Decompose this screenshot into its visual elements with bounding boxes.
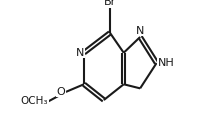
Text: N: N: [136, 26, 144, 36]
Text: OCH₃: OCH₃: [21, 96, 48, 106]
Text: Br: Br: [104, 0, 116, 7]
Text: NH: NH: [158, 58, 175, 68]
Text: O: O: [57, 87, 66, 97]
Text: N: N: [76, 48, 84, 58]
